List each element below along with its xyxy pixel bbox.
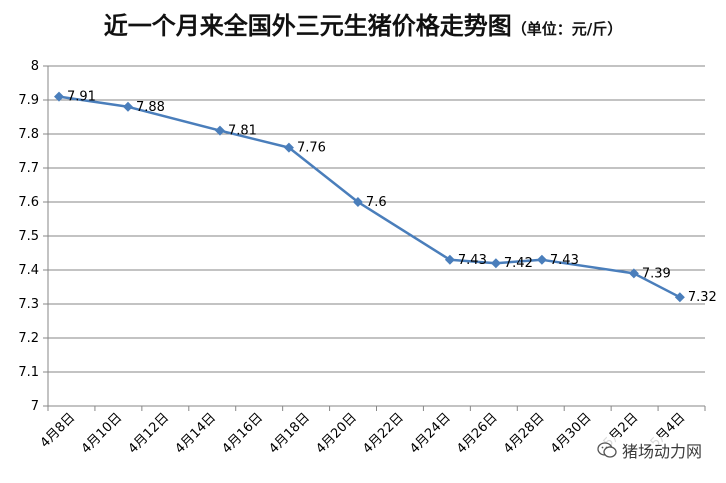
y-tick-label: 7.1 xyxy=(18,365,39,380)
y-tick-label: 7 xyxy=(31,399,39,414)
data-label: 7.42 xyxy=(504,256,533,271)
x-tick-label: 4月18日 xyxy=(266,410,313,457)
y-tick-label: 7.9 xyxy=(18,93,39,108)
x-tick-label: 4月28日 xyxy=(501,410,548,457)
x-tick-label: 4月24日 xyxy=(407,410,454,457)
data-point-marker xyxy=(444,254,455,265)
chart-title: 近一个月来全国外三元生猪价格走势图 xyxy=(103,11,512,40)
data-label: 7.32 xyxy=(688,290,717,305)
x-tick-label: 4月26日 xyxy=(454,410,501,457)
data-point-marker xyxy=(536,254,547,265)
data-point-marker xyxy=(490,258,501,269)
y-tick-label: 7.8 xyxy=(18,127,39,142)
data-label: 7.43 xyxy=(550,253,579,268)
y-tick-label: 7.4 xyxy=(18,263,39,278)
data-point-marker xyxy=(283,142,294,153)
y-tick-label: 7.6 xyxy=(18,195,39,210)
x-tick-label: 4月30日 xyxy=(548,410,595,457)
y-tick-label: 7.7 xyxy=(18,161,39,176)
x-tick-label: 4月16日 xyxy=(219,410,266,457)
data-label: 7.43 xyxy=(458,253,487,268)
wechat-icon xyxy=(597,442,617,458)
series-line xyxy=(58,95,681,299)
data-label: 7.76 xyxy=(297,141,326,156)
data-label: 7.39 xyxy=(642,266,671,281)
data-point-marker xyxy=(628,268,639,279)
y-tick-label: 8 xyxy=(31,59,39,74)
x-tick-label: 4月10日 xyxy=(79,410,126,457)
watermark-text: 猪场动力网 xyxy=(621,442,702,461)
data-point-marker xyxy=(122,101,133,112)
x-tick-label: 4月14日 xyxy=(173,410,220,457)
data-point-marker xyxy=(54,91,64,102)
x-tick-label: 4月12日 xyxy=(126,410,173,457)
data-label: 7.81 xyxy=(228,124,257,139)
data-point-marker xyxy=(352,197,363,207)
x-tick-label: 4月20日 xyxy=(313,410,360,457)
chart-unit-note: （单位：元/斤） xyxy=(511,20,623,38)
x-tick-label: 4月8日 xyxy=(38,410,79,451)
data-label: 7.6 xyxy=(366,195,387,210)
watermark: 猪场动力网 xyxy=(592,437,706,463)
y-tick-label: 7.2 xyxy=(18,331,39,346)
data-point-marker xyxy=(674,292,685,303)
y-tick-label: 7.3 xyxy=(18,297,39,312)
x-tick-label: 4月22日 xyxy=(360,410,407,457)
data-label: 7.88 xyxy=(136,100,165,115)
chart-title-block: 近一个月来全国外三元生猪价格走势图（单位：元/斤） xyxy=(0,6,726,41)
data-label: 7.91 xyxy=(67,90,96,105)
y-tick-label: 7.5 xyxy=(18,229,39,244)
data-point-marker xyxy=(214,125,225,136)
